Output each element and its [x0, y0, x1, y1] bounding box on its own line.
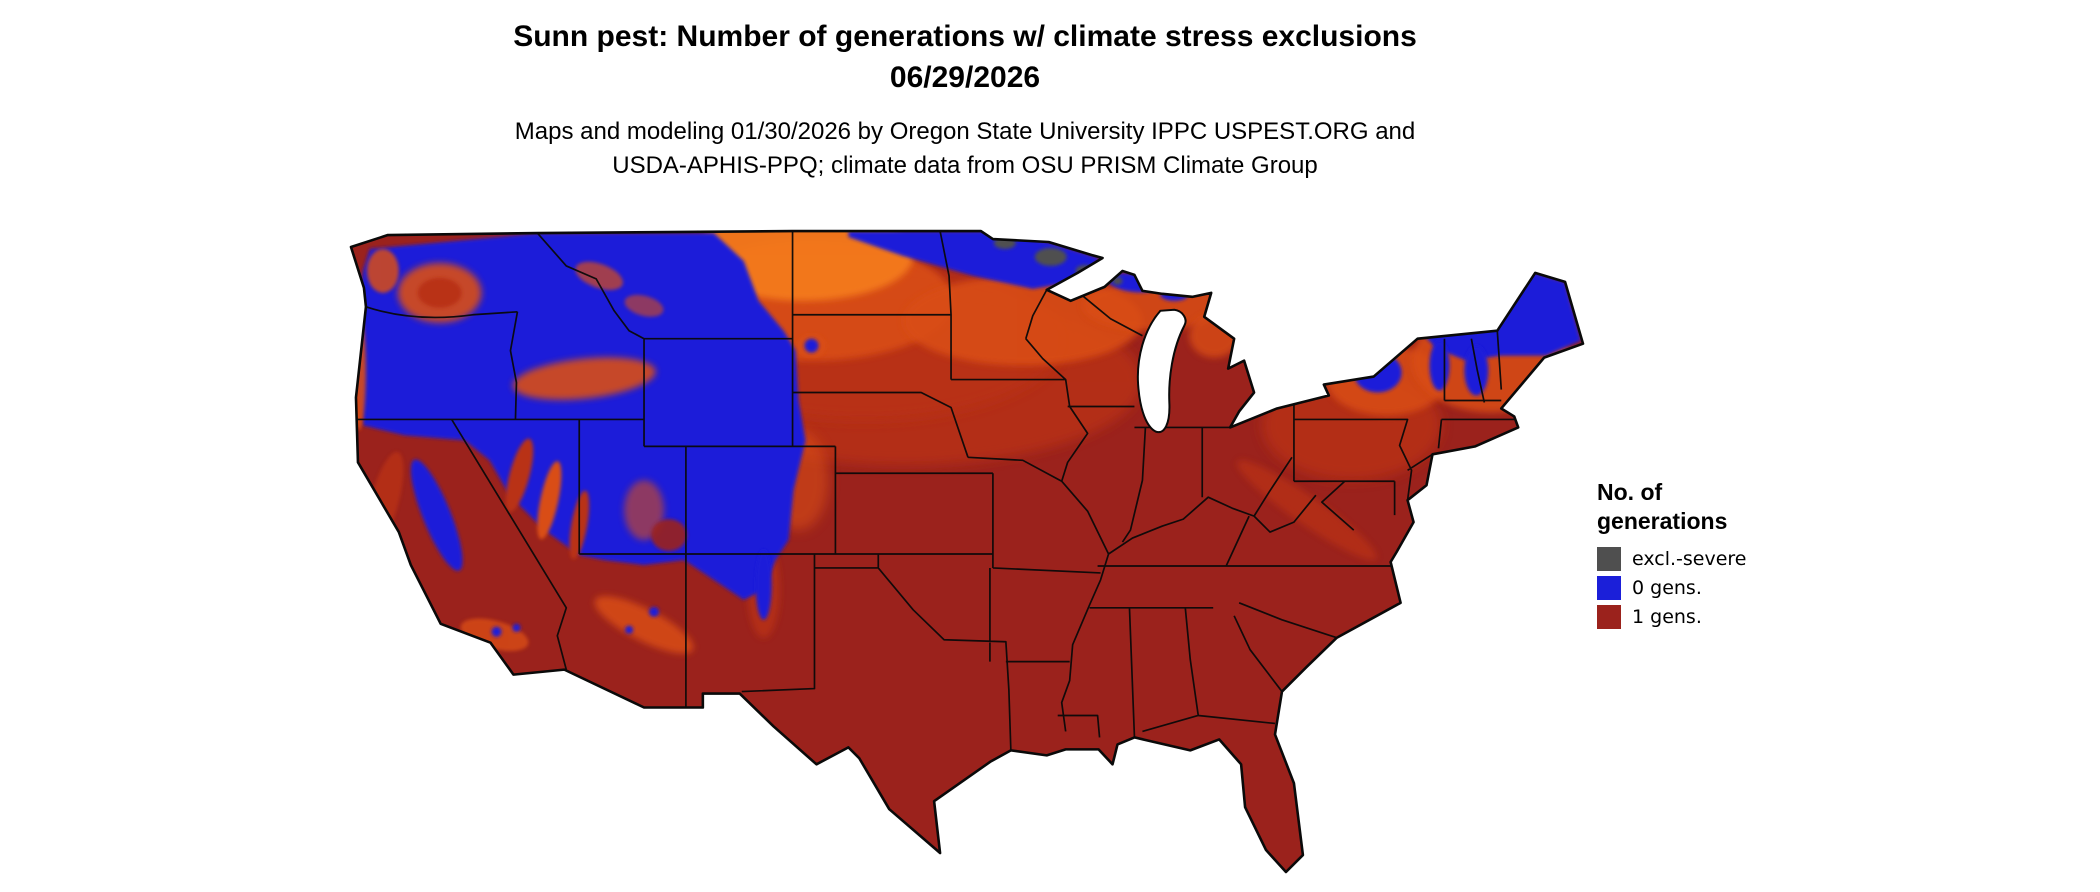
- subtitle-line-2: USDA-APHIS-PPQ; climate data from OSU PR…: [612, 151, 1318, 179]
- map-subtitle: Maps and modeling 01/30/2026 by Oregon S…: [300, 115, 1630, 183]
- transition-orange-region: [366, 231, 1572, 654]
- legend-title: No. of generations: [1597, 478, 1857, 536]
- lake-michigan: [1136, 308, 1187, 434]
- legend-title-line-1: No. of: [1597, 479, 1663, 505]
- map-date: 06/29/2026: [889, 61, 1041, 95]
- us-outline: [349, 229, 1585, 874]
- legend-item-one-generation: 1 gens.: [1597, 604, 1857, 631]
- legend-title-line-2: generations: [1597, 507, 1728, 534]
- legend-item-label: excl.-severe: [1632, 548, 1747, 570]
- legend-item-zero-generations: 0 gens.: [1597, 575, 1857, 602]
- map-title: Sunn pest: Number of generations w/ clim…: [513, 20, 1417, 53]
- map-legend: No. of generations excl.-severe 0 gens. …: [1597, 478, 1857, 633]
- legend-items: excl.-severe 0 gens. 1 gens.: [1597, 546, 1857, 631]
- legend-swatch-excluded-severe: [1597, 547, 1621, 571]
- us-map-canvas: [349, 229, 1585, 874]
- map-header: Sunn pest: Number of generations w/ clim…: [300, 16, 1630, 183]
- subtitle-line-1: Maps and modeling 01/30/2026 by Oregon S…: [514, 117, 1416, 145]
- state-borders: [355, 231, 1519, 751]
- legend-item-label: 0 gens.: [1632, 577, 1702, 599]
- legend-item-excluded-severe: excl.-severe: [1597, 546, 1857, 573]
- legend-swatch-one-generation: [1597, 605, 1621, 629]
- zero-generations-region: [352, 231, 1582, 637]
- legend-swatch-zero-generations: [1597, 576, 1621, 600]
- legend-item-label: 1 gens.: [1632, 606, 1702, 628]
- us-map: [345, 228, 1585, 884]
